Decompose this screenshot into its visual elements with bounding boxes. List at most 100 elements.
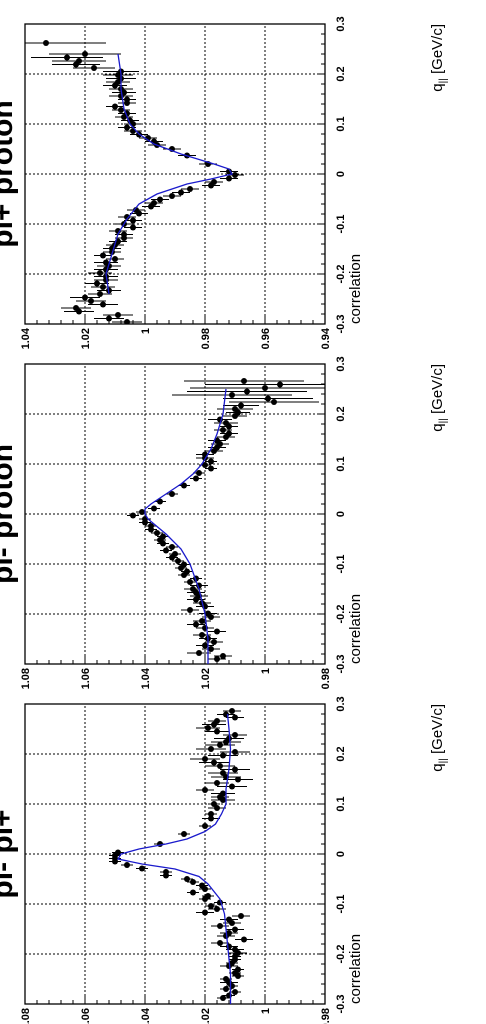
panel-3-data-point [64, 54, 70, 61]
panel-2-data-point [208, 646, 214, 652]
panel-2-ytick-label: 1.04 [140, 667, 152, 689]
panel-2-xlabel-main: q [429, 423, 446, 431]
panel-2: -0.3 -0.2 -0.1 0 0.1 0.2 0.3 0.98 1 1.02 1.04 1.06 1… [0, 356, 449, 689]
panel-3-data-point [73, 305, 79, 311]
panel-1-data-point [220, 995, 226, 1001]
panel-3-ylabel: correlation [347, 254, 364, 324]
panel-2-data-point [244, 388, 250, 395]
panel-3-data-point [151, 200, 157, 206]
panel-1-data-layer [109, 708, 253, 1004]
panel-3-data-point [112, 256, 118, 262]
panel-3-data-point [100, 301, 106, 308]
panel-1-data-point [217, 940, 223, 946]
panel-2-data-point [277, 381, 283, 388]
panel-1-data-point [241, 936, 247, 943]
panel-1-data-point [214, 728, 220, 735]
panel-2-data-point [199, 618, 205, 624]
panel-1-data-point [208, 746, 214, 752]
panel-2-data-point [184, 568, 190, 575]
panel-2-data-point [157, 498, 163, 505]
panel-1-data-point [208, 815, 214, 822]
panel-1-data-point [232, 766, 238, 773]
panel-2-data-point [220, 653, 226, 659]
panel-3-ytick-label: 1 [140, 328, 152, 334]
panel-1-ytick-label: 1.06 [80, 1008, 92, 1024]
panel-2-data-point [172, 551, 178, 557]
panel-1-xtick-label: 0.2 [335, 746, 347, 761]
panel-1-data-point [205, 725, 211, 731]
panel-1-data-point [217, 923, 223, 929]
panel-1-data-point [235, 776, 241, 783]
panel-3-xtick-label: 0.1 [335, 116, 347, 131]
panel-3-data-point [178, 189, 184, 196]
panel-2-data-point [154, 530, 160, 536]
panel-3-data-point [82, 51, 88, 57]
panel-2-data-point [181, 482, 187, 489]
panel-3-ytick-label: 1.04 [20, 327, 32, 349]
panel-1-data-point [232, 732, 238, 738]
panel-3-ytick-label: 0.94 [320, 327, 332, 349]
panel-3-data-point [124, 214, 130, 220]
panel-1-title: pi- pi+ [0, 809, 19, 898]
panel-2-data-point [130, 512, 136, 519]
panel-3-data-point [112, 103, 118, 110]
panel-2-ytick-label: 1.08 [20, 668, 32, 689]
panel-1-data-point [115, 849, 121, 856]
panel-2-data-point [169, 544, 175, 550]
panel-3-ytick-label: 0.96 [260, 328, 272, 349]
panel-1-data-point [232, 926, 238, 933]
panel-2-xtick-label: 0 [335, 511, 347, 517]
panel-1-data-point [214, 780, 220, 786]
panel-2-data-point [226, 430, 232, 437]
panel-3-fit-curve [105, 53, 234, 295]
panel-3-data-point [118, 107, 124, 113]
panel-2-data-point [175, 558, 181, 564]
panel-3-data-point [133, 207, 139, 213]
panel-3-data-point [211, 179, 217, 185]
panel-3-data-point [115, 312, 121, 318]
panel-2-data-point [169, 491, 175, 497]
panel-3-data-point [94, 280, 100, 287]
panel-1-data-point [163, 869, 169, 875]
panel-2-data-point [202, 462, 208, 468]
panel-3-data-point [226, 168, 232, 175]
panel-2-data-point [214, 656, 220, 662]
panel-2-data-point [196, 470, 202, 476]
panel-2-data-layer [127, 378, 325, 664]
panel-1-data-point [232, 989, 238, 995]
panel-3-data-point [157, 196, 163, 203]
panel-1-ytick-label: 0.98 [320, 1008, 332, 1024]
panel-1-xtick-label: -0.3 [335, 995, 347, 1014]
panel-3-data-point [169, 193, 175, 199]
panel-2-data-point [211, 639, 217, 645]
panel-2-data-point [148, 523, 154, 529]
panel-1-data-point [190, 879, 196, 885]
panel-3-data-point [82, 294, 88, 301]
panel-2-xtick-label: -0.1 [335, 555, 347, 574]
panel-1-xlabel-sub: || [438, 758, 449, 763]
panel-1-xlabel-main: q [429, 763, 446, 771]
panel-2-data-point [220, 427, 226, 433]
panel-2-data-point [139, 509, 145, 515]
panel-1-data-point [226, 735, 232, 742]
panel-3-xtick-label: 0.3 [335, 16, 347, 31]
panel-1-data-point [238, 913, 244, 919]
panel-1-xtick-label: 0 [335, 851, 347, 857]
panel-1-data-point [181, 831, 187, 837]
panel-2-data-point [187, 607, 193, 613]
panel-3-ytick-label: 0.98 [200, 328, 212, 349]
panel-2-xtick-label: 0.1 [335, 456, 347, 471]
panel-1-xtick-label: 0.3 [335, 696, 347, 711]
panel-3-xlabel: q|| [GeV/c] [429, 24, 449, 92]
panel-1: -0.3 -0.2 -0.1 0 0.1 0.2 0.3 0.98 1 1.02 1.04 1.06 1… [0, 696, 449, 1024]
panel-2-data-point [241, 378, 247, 384]
panel-1-data-point [217, 742, 223, 748]
panel-1-data-point [217, 763, 223, 769]
panel-1-data-point [211, 759, 217, 766]
panel-3-data-point [100, 284, 106, 290]
panel-2-data-point [193, 621, 199, 628]
panel-3-xlabel-main: q [429, 83, 446, 91]
panel-3-xlabel-unit: [GeV/c] [429, 24, 446, 78]
